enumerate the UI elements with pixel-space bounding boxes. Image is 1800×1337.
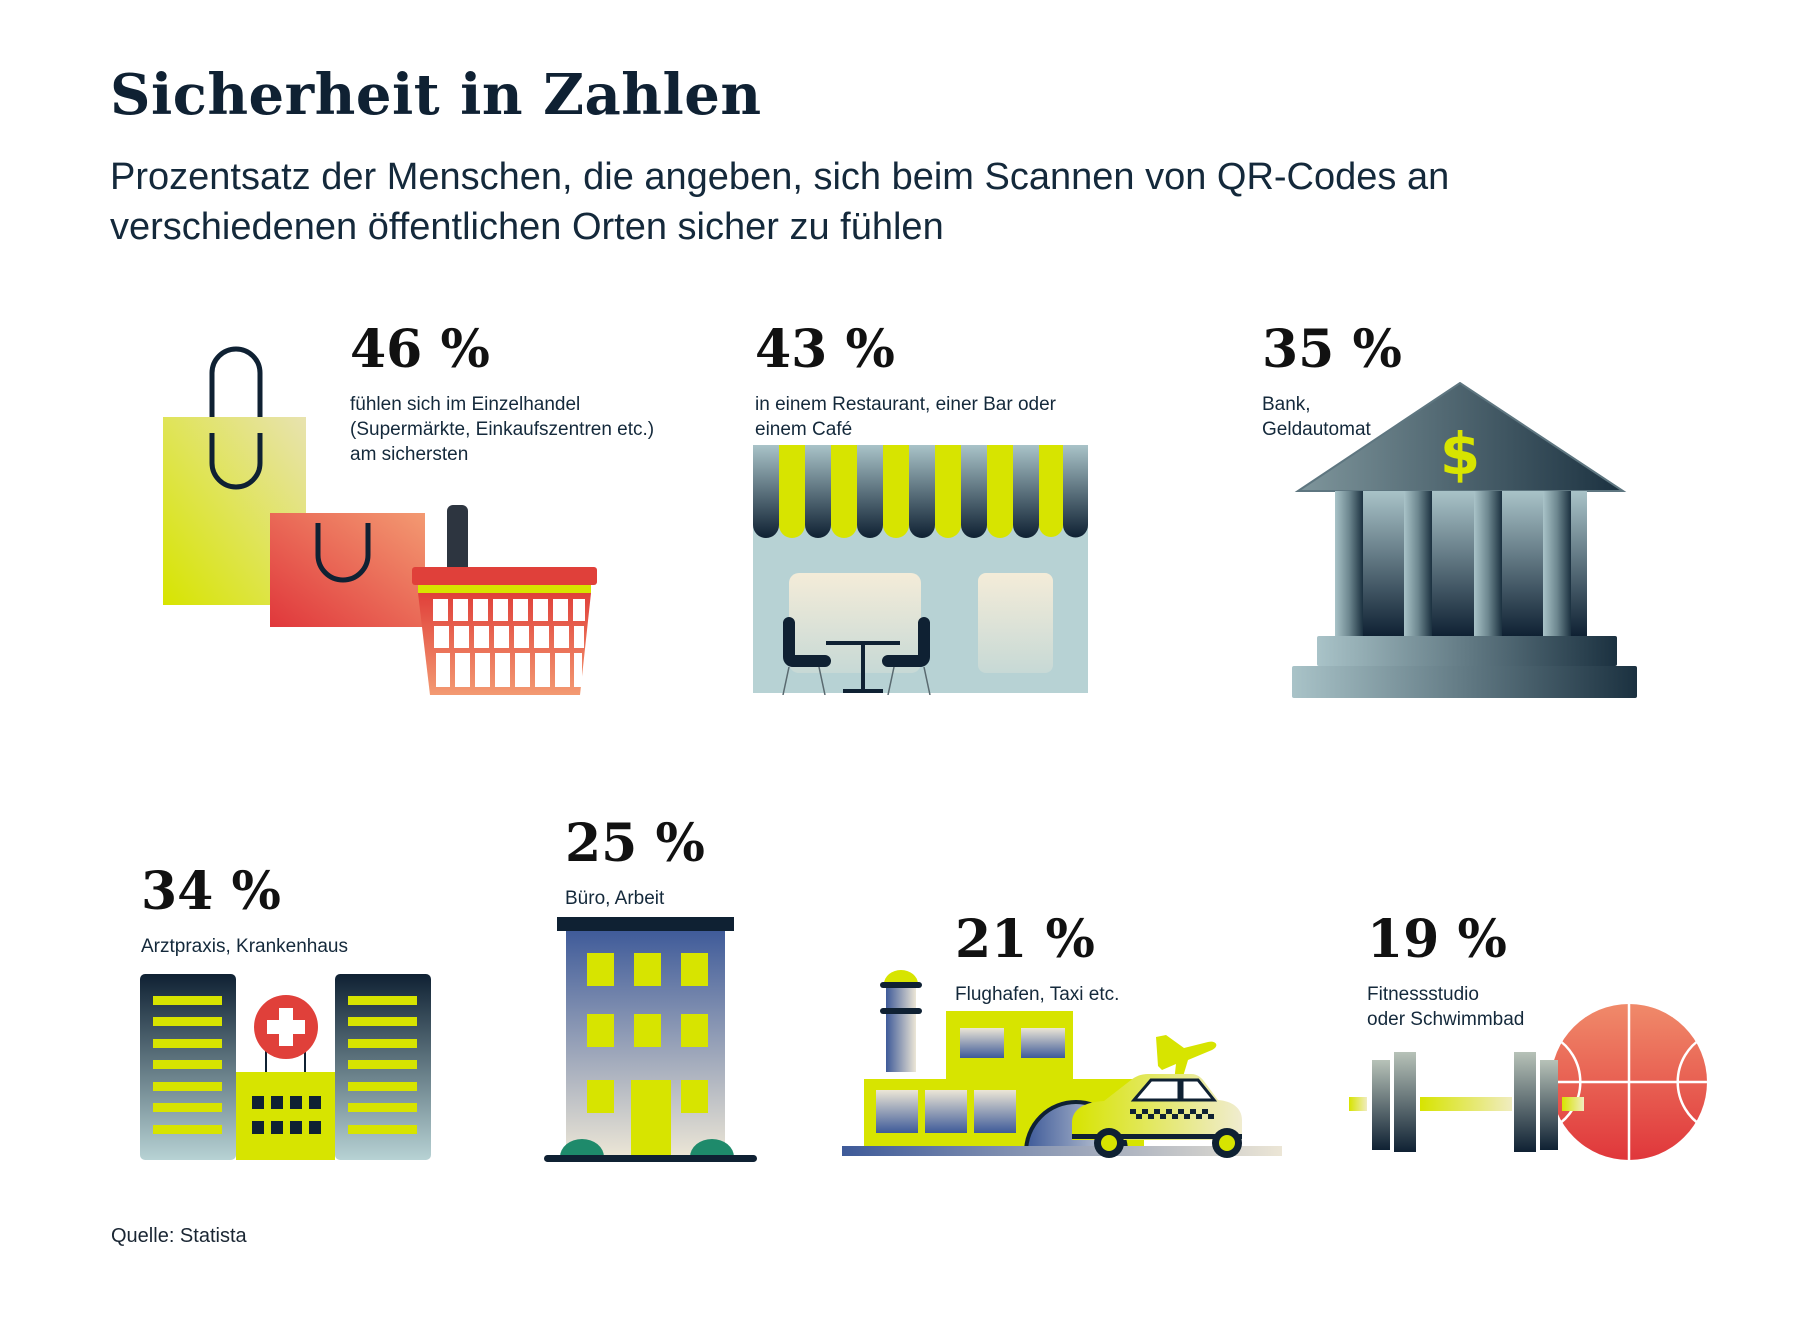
bank-icon: $	[1292, 382, 1637, 698]
stat-hospital: 34 % Arztpraxis, Krankenhaus	[141, 864, 348, 959]
basket-handle	[447, 505, 468, 577]
stat-value: 34 %	[141, 861, 281, 922]
bank-step	[1292, 666, 1637, 698]
red-bag	[270, 513, 425, 627]
stat-airport-taxi: 21 % Flughafen, Taxi etc.	[955, 912, 1119, 1007]
barbell-bar	[1349, 1097, 1367, 1111]
stat-value: 25 %	[565, 813, 705, 874]
stat-label: Bank, Geldautomat	[1262, 394, 1371, 440]
runway	[842, 1146, 1282, 1156]
shopping-icon	[163, 346, 597, 695]
weight-plate	[1372, 1060, 1390, 1150]
control-tower-dome	[884, 970, 918, 984]
stat-value: 19 %	[1367, 909, 1507, 970]
stat-label: Arztpraxis, Krankenhaus	[141, 936, 348, 957]
control-tower	[886, 1014, 916, 1072]
bank-step	[1317, 636, 1617, 666]
page-subtitle: Prozentsatz der Menschen, die angeben, s…	[110, 156, 1450, 248]
hospital-main	[236, 1072, 335, 1160]
ground	[544, 1155, 757, 1162]
stat-fitness: 19 % Fitnessstudio oder Schwimmbad	[1367, 912, 1524, 1032]
chair	[783, 617, 831, 667]
stat-value: 43 %	[755, 319, 895, 380]
stat-office: 25 % Büro, Arbeit	[565, 816, 705, 911]
cafe-door	[978, 573, 1053, 673]
page-title: Sicherheit in Zahlen	[110, 62, 762, 128]
fitness-icon	[1349, 1004, 1707, 1160]
stat-cafe: 43 % in einem Restaurant, einer Bar oder…	[755, 322, 1056, 442]
stat-value: 35 %	[1262, 319, 1402, 380]
office-door	[631, 1080, 671, 1157]
cafe-icon	[753, 445, 1088, 695]
bank-column	[1335, 491, 1363, 636]
airport-taxi-icon	[842, 970, 1282, 1158]
stat-label: in einem Restaurant, einer Bar oder eine…	[755, 394, 1056, 440]
stat-label: Büro, Arbeit	[565, 888, 665, 909]
weight-plate	[1394, 1052, 1416, 1152]
cafe-window	[789, 573, 921, 673]
bank-column	[1474, 491, 1502, 636]
stat-retail: 46 % fühlen sich im Einzelhandel (Superm…	[350, 322, 654, 467]
weight-plate	[1514, 1052, 1536, 1152]
bush	[560, 1139, 604, 1157]
stat-bank: 35 % Bank, Geldautomat	[1262, 322, 1402, 442]
office-icon	[544, 917, 757, 1162]
airplane-icon	[1156, 1035, 1217, 1082]
source-note: Quelle: Statista	[111, 1225, 247, 1247]
dollar-icon: $	[1440, 420, 1480, 488]
stat-label: Flughafen, Taxi etc.	[955, 984, 1120, 1005]
stat-value: 21 %	[955, 909, 1095, 970]
bank-column	[1404, 491, 1432, 636]
hospital-icon	[140, 974, 431, 1160]
weight-plate	[1540, 1060, 1558, 1150]
bag-handle	[209, 346, 263, 417]
stat-value: 46 %	[350, 319, 490, 380]
bush	[690, 1139, 734, 1157]
bank-column	[1543, 491, 1571, 636]
chair	[882, 617, 930, 667]
stat-label: Fitnessstudio oder Schwimmbad	[1367, 984, 1525, 1030]
office-roof	[557, 917, 734, 931]
table	[826, 641, 900, 645]
stat-label: fühlen sich im Einzelhandel (Supermärkte…	[350, 394, 655, 465]
